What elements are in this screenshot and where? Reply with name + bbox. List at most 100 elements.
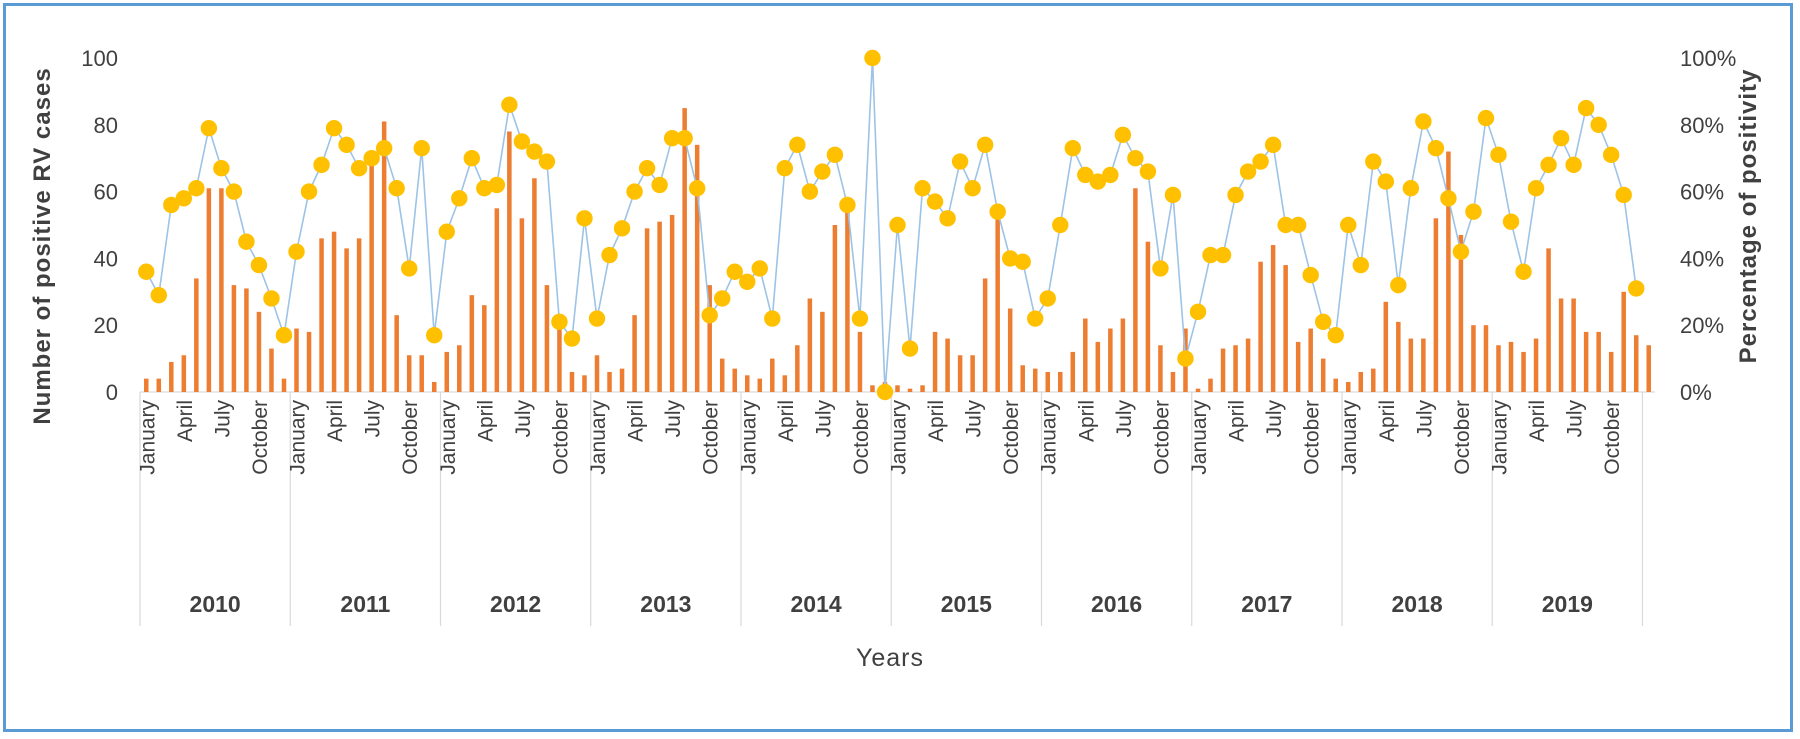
bar bbox=[306, 331, 312, 392]
line-point bbox=[601, 246, 618, 264]
month-tick-label: July bbox=[1564, 400, 1587, 438]
y-axis-right-ticks: 0% 20% 40% 60% 80% 100% bbox=[1680, 46, 1736, 405]
bar bbox=[995, 214, 1000, 392]
bar bbox=[482, 305, 487, 392]
bar bbox=[594, 355, 600, 392]
line-point bbox=[1152, 260, 1169, 277]
y-axis-left-ticks: 0 20 40 60 80 100 bbox=[81, 46, 118, 405]
bar bbox=[807, 298, 813, 392]
line-point bbox=[951, 153, 969, 170]
bar bbox=[1471, 325, 1476, 392]
line-point bbox=[1189, 303, 1207, 321]
bar bbox=[1433, 218, 1439, 392]
month-tick-label: October bbox=[249, 400, 272, 475]
line-point bbox=[1315, 313, 1332, 331]
month-tick-label: April bbox=[474, 400, 497, 442]
bar bbox=[1245, 338, 1251, 392]
line-point bbox=[1302, 266, 1319, 284]
bar bbox=[970, 355, 975, 392]
bar bbox=[669, 214, 675, 392]
month-tick-label: October bbox=[1150, 400, 1173, 475]
line-point bbox=[1552, 129, 1570, 147]
bar bbox=[1258, 261, 1263, 392]
line-point bbox=[388, 180, 405, 197]
line-point bbox=[613, 220, 631, 237]
line-point bbox=[1239, 163, 1257, 180]
bar bbox=[532, 178, 537, 392]
bar bbox=[356, 238, 362, 392]
chart-frame: Number of positive RV cases Percentage o… bbox=[3, 3, 1793, 732]
bar bbox=[231, 285, 237, 392]
bar bbox=[1295, 341, 1301, 392]
line-point bbox=[163, 196, 180, 214]
month-tick-label: July bbox=[211, 400, 234, 438]
year-label: 2018 bbox=[1392, 591, 1443, 617]
line-point bbox=[1277, 216, 1294, 234]
month-tick-label: July bbox=[1413, 400, 1436, 438]
line-point bbox=[263, 290, 280, 307]
bar bbox=[607, 371, 612, 392]
line-point bbox=[1227, 186, 1244, 204]
bar bbox=[1358, 371, 1364, 392]
month-tick-label: January bbox=[1338, 400, 1361, 475]
bar bbox=[1596, 331, 1601, 392]
line-point bbox=[839, 196, 856, 214]
year-label: 2011 bbox=[340, 591, 390, 617]
bar bbox=[732, 368, 737, 392]
line-point bbox=[1465, 203, 1482, 220]
line-point bbox=[501, 96, 518, 113]
line-point bbox=[1102, 166, 1119, 184]
y2-tick-label: 40% bbox=[1680, 246, 1724, 271]
bar bbox=[244, 288, 249, 392]
line-point bbox=[1402, 180, 1420, 197]
line-point bbox=[413, 139, 430, 157]
bar bbox=[1145, 241, 1151, 392]
bar bbox=[932, 331, 938, 392]
line-point bbox=[300, 183, 318, 200]
line-point bbox=[213, 160, 230, 177]
line-point bbox=[1427, 139, 1445, 157]
bar bbox=[319, 238, 324, 392]
line-point bbox=[1052, 216, 1069, 234]
line-point bbox=[1365, 153, 1382, 170]
line-point bbox=[1014, 253, 1031, 270]
bar bbox=[457, 345, 462, 392]
line-point bbox=[914, 180, 931, 197]
bar bbox=[1345, 381, 1351, 392]
month-tick-label: April bbox=[1226, 400, 1249, 442]
line-point bbox=[451, 190, 468, 207]
line-point bbox=[901, 340, 919, 357]
month-tick-label: January bbox=[437, 400, 460, 475]
bar bbox=[269, 348, 274, 392]
bar bbox=[369, 158, 374, 392]
month-tick-label: January bbox=[287, 400, 310, 475]
line-point bbox=[651, 176, 668, 194]
line-point bbox=[726, 263, 743, 280]
bar bbox=[1020, 365, 1025, 392]
bar bbox=[1320, 358, 1326, 392]
bar bbox=[1533, 338, 1539, 392]
month-tick-label: April bbox=[1075, 400, 1098, 442]
line-point bbox=[576, 210, 593, 227]
line-point bbox=[551, 313, 568, 331]
line-point bbox=[1415, 113, 1432, 130]
month-labels: January April July October January April July O… bbox=[136, 400, 1624, 475]
bar bbox=[870, 385, 875, 392]
month-tick-label: October bbox=[1301, 400, 1324, 475]
bar bbox=[1070, 351, 1076, 392]
year-label: 2017 bbox=[1241, 591, 1292, 617]
line-point bbox=[1565, 156, 1582, 174]
bar bbox=[1032, 368, 1038, 392]
line-point bbox=[964, 180, 981, 197]
bar bbox=[657, 221, 662, 392]
year-label: 2010 bbox=[190, 591, 241, 617]
line-point bbox=[438, 223, 455, 240]
bar bbox=[1220, 348, 1226, 392]
line-point bbox=[1628, 280, 1645, 297]
line-point bbox=[325, 119, 343, 137]
month-tick-label: July bbox=[812, 400, 835, 438]
month-tick-label: October bbox=[850, 400, 873, 475]
bar bbox=[331, 231, 337, 392]
line-point bbox=[1039, 290, 1056, 307]
line-point bbox=[1615, 186, 1632, 204]
